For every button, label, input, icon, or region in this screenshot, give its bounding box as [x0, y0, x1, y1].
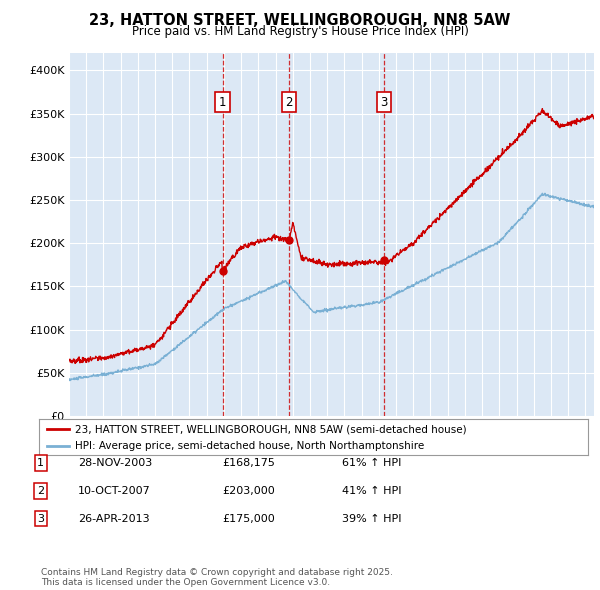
- Text: HPI: Average price, semi-detached house, North Northamptonshire: HPI: Average price, semi-detached house,…: [74, 441, 424, 451]
- Text: 39% ↑ HPI: 39% ↑ HPI: [342, 514, 401, 523]
- Text: £203,000: £203,000: [222, 486, 275, 496]
- Text: 26-APR-2013: 26-APR-2013: [78, 514, 149, 523]
- Text: 2: 2: [285, 96, 293, 109]
- Text: 10-OCT-2007: 10-OCT-2007: [78, 486, 151, 496]
- Text: 1: 1: [219, 96, 226, 109]
- Text: 1: 1: [37, 458, 44, 468]
- Text: £175,000: £175,000: [222, 514, 275, 523]
- Text: 3: 3: [37, 514, 44, 523]
- Text: 61% ↑ HPI: 61% ↑ HPI: [342, 458, 401, 468]
- Text: 23, HATTON STREET, WELLINGBOROUGH, NN8 5AW (semi-detached house): 23, HATTON STREET, WELLINGBOROUGH, NN8 5…: [74, 424, 466, 434]
- Text: Contains HM Land Registry data © Crown copyright and database right 2025.
This d: Contains HM Land Registry data © Crown c…: [41, 568, 392, 587]
- Text: 2: 2: [37, 486, 44, 496]
- Text: 3: 3: [380, 96, 388, 109]
- Text: 28-NOV-2003: 28-NOV-2003: [78, 458, 152, 468]
- Text: 41% ↑ HPI: 41% ↑ HPI: [342, 486, 401, 496]
- Text: £168,175: £168,175: [222, 458, 275, 468]
- Text: Price paid vs. HM Land Registry's House Price Index (HPI): Price paid vs. HM Land Registry's House …: [131, 25, 469, 38]
- Text: 23, HATTON STREET, WELLINGBOROUGH, NN8 5AW: 23, HATTON STREET, WELLINGBOROUGH, NN8 5…: [89, 13, 511, 28]
